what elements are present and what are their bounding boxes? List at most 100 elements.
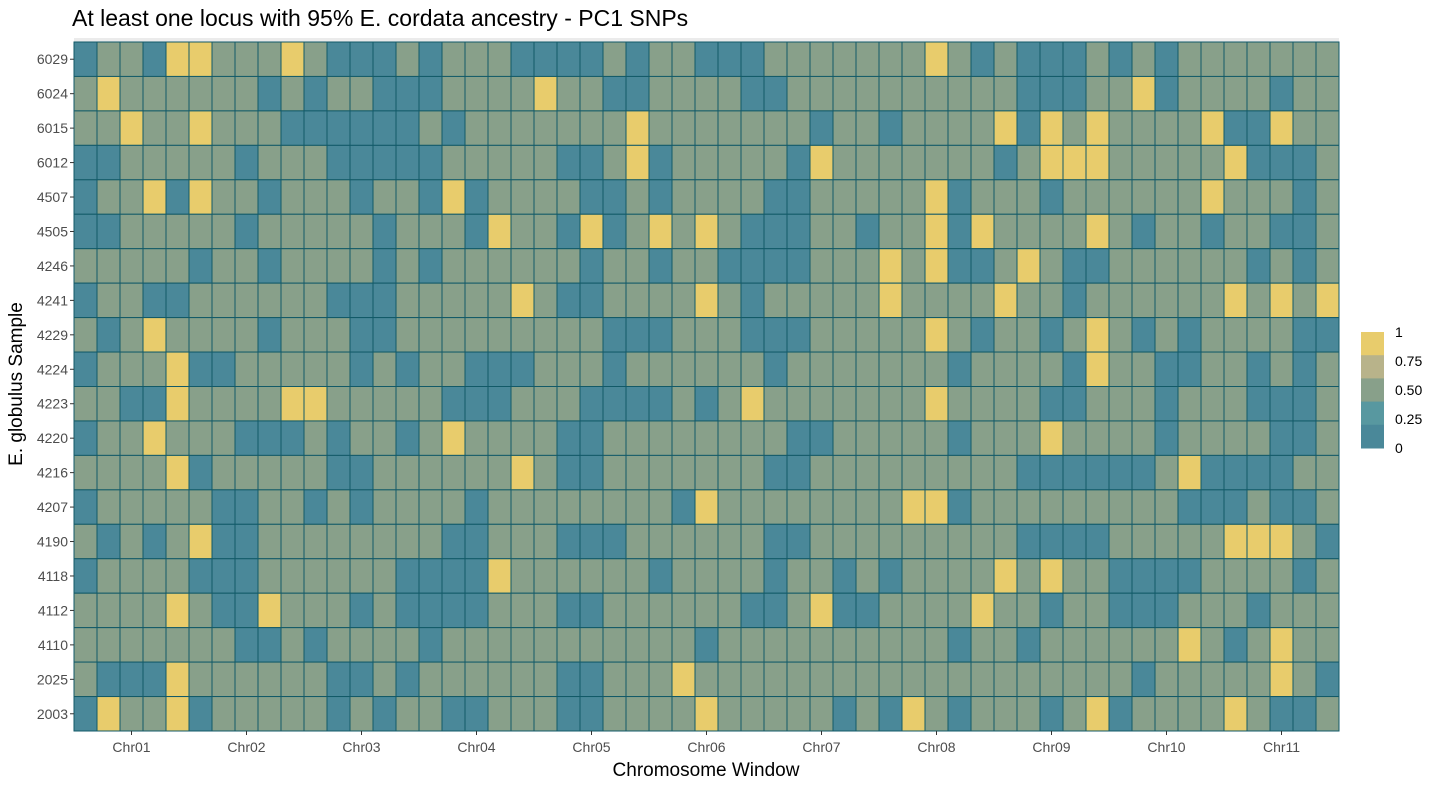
heatmap-cell [648, 213, 673, 250]
heatmap-cell [1177, 489, 1202, 525]
heatmap-cell [947, 696, 972, 732]
heatmap-cell [234, 110, 259, 146]
heatmap-cell [625, 386, 650, 422]
heatmap-cell [533, 489, 558, 525]
heatmap-cell [165, 558, 190, 594]
heatmap-cell [441, 317, 466, 353]
heatmap-cell [1062, 110, 1087, 146]
heatmap-cell [1131, 489, 1156, 525]
x-tick-label: Chr10 [1147, 739, 1185, 755]
heatmap-cell [648, 110, 673, 146]
heatmap-cell [510, 661, 535, 698]
heatmap-cell [947, 248, 972, 284]
heatmap-cell [326, 420, 351, 456]
heatmap-cell [1315, 592, 1340, 629]
heatmap-cell [1154, 317, 1179, 353]
heatmap-cell [1062, 144, 1087, 181]
heatmap-cell [188, 351, 213, 387]
heatmap-cell [257, 144, 282, 181]
heatmap-cell [1200, 110, 1225, 146]
heatmap-cell [464, 317, 489, 353]
heatmap-cell [510, 420, 535, 456]
heatmap-cell [326, 179, 351, 215]
heatmap-cell [1292, 454, 1317, 491]
heatmap-cell [947, 661, 972, 698]
heatmap-cell [326, 213, 351, 250]
heatmap-cell [648, 386, 673, 422]
heatmap-cell [1292, 144, 1317, 181]
heatmap-cell [234, 523, 259, 560]
heatmap-cell [1131, 351, 1156, 387]
heatmap-cell [326, 523, 351, 560]
heatmap-cell [970, 386, 995, 422]
heatmap-cell [303, 144, 328, 181]
heatmap-cell [1177, 661, 1202, 698]
heatmap-cell [809, 661, 834, 698]
heatmap-cell [1315, 213, 1340, 250]
heatmap-cell [280, 144, 305, 181]
heatmap-cell [73, 627, 98, 663]
heatmap-cell [487, 523, 512, 560]
heatmap-cell [349, 696, 374, 732]
heatmap-cell [602, 627, 627, 663]
heatmap-cell [1315, 282, 1340, 319]
heatmap-cell [487, 386, 512, 422]
heatmap-cell [510, 282, 535, 319]
heatmap-cell [556, 627, 581, 663]
heatmap-cell [441, 75, 466, 112]
heatmap-cell [1016, 627, 1041, 663]
heatmap-cell [1177, 351, 1202, 387]
heatmap-cell [832, 110, 857, 146]
heatmap-cell [119, 592, 144, 629]
heatmap-cell [694, 661, 719, 698]
heatmap-cell [1269, 179, 1294, 215]
heatmap-cell [1154, 110, 1179, 146]
heatmap-cell [1062, 592, 1087, 629]
heatmap-cell [556, 386, 581, 422]
heatmap-cell [809, 282, 834, 319]
heatmap-cell [211, 661, 236, 698]
heatmap-cell [602, 420, 627, 456]
heatmap-cell [740, 696, 765, 732]
heatmap-cell [1154, 351, 1179, 387]
heatmap-cell [740, 592, 765, 629]
heatmap-cell [901, 454, 926, 491]
heatmap-cell [1177, 179, 1202, 215]
heatmap-cell [510, 248, 535, 284]
heatmap-cell [717, 454, 742, 491]
heatmap-cell [809, 523, 834, 560]
heatmap-cell [1200, 420, 1225, 456]
heatmap-cell [1200, 179, 1225, 215]
heatmap-cell [1177, 523, 1202, 560]
heatmap-cell [464, 386, 489, 422]
heatmap-cell [326, 75, 351, 112]
heatmap-cell [855, 282, 880, 319]
heatmap-cell [1062, 351, 1087, 387]
heatmap-cell [717, 179, 742, 215]
heatmap-cell [993, 420, 1018, 456]
heatmap-cell [901, 213, 926, 250]
heatmap-cell [349, 213, 374, 250]
heatmap-cell [1154, 41, 1179, 77]
heatmap-cell [211, 213, 236, 250]
heatmap-cell [924, 661, 949, 698]
heatmap-cell [947, 110, 972, 146]
heatmap-cell [993, 489, 1018, 525]
heatmap-cell [280, 627, 305, 663]
heatmap-cell [1269, 213, 1294, 250]
heatmap-cell [878, 661, 903, 698]
heatmap-cell [1315, 489, 1340, 525]
heatmap-cell [165, 386, 190, 422]
heatmap-cell [1177, 317, 1202, 353]
heatmap-cell [372, 41, 397, 77]
heatmap-cell [372, 696, 397, 732]
heatmap-cell [326, 592, 351, 629]
heatmap-cell [487, 592, 512, 629]
heatmap-cell [809, 351, 834, 387]
heatmap-cell [96, 523, 121, 560]
heatmap-cell [855, 386, 880, 422]
heatmap-cell [1223, 523, 1248, 560]
heatmap-cell [1315, 351, 1340, 387]
heatmap-cell [602, 317, 627, 353]
heatmap-cell [349, 454, 374, 491]
